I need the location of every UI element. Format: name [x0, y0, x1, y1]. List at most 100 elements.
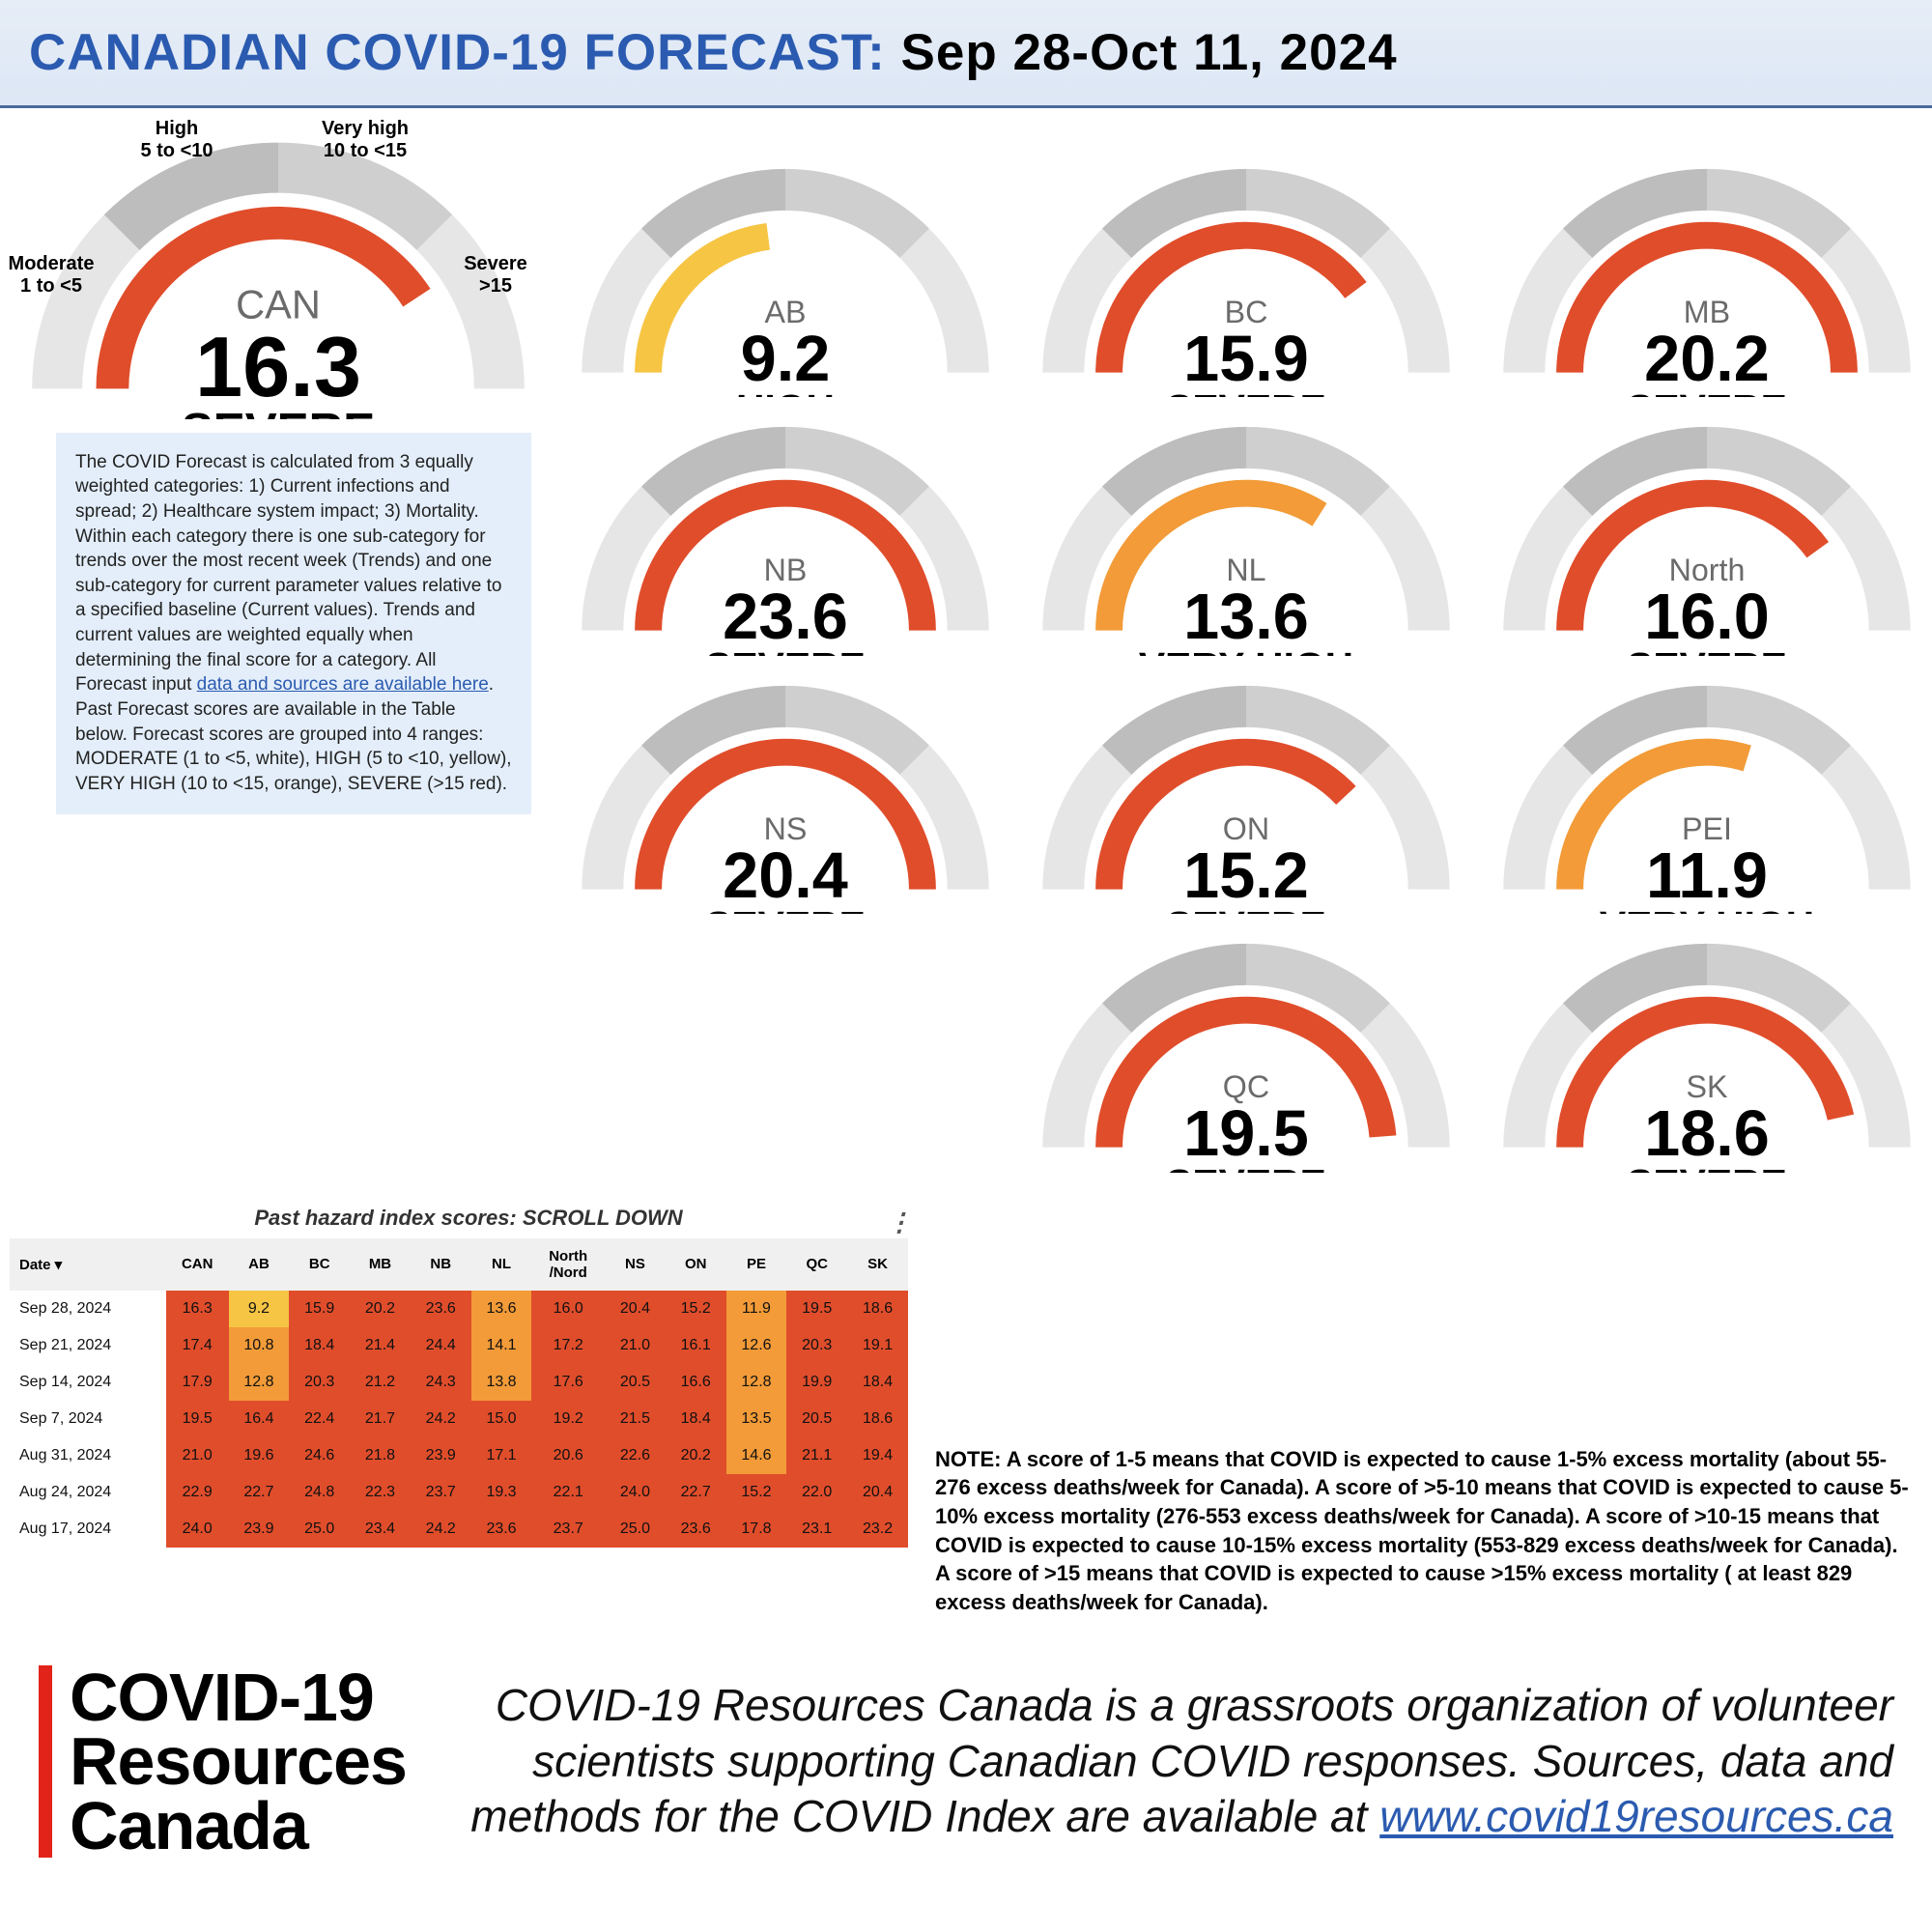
cell-value: 16.1: [666, 1327, 726, 1364]
cell-value: 20.5: [786, 1401, 847, 1437]
table-and-note-row: Past hazard index scores: SCROLL DOWN ⋮ …: [0, 1173, 1932, 1617]
forecast-methodology-box: The COVID Forecast is calculated from 3 …: [56, 433, 531, 814]
table-menu-icon[interactable]: ⋮: [887, 1208, 910, 1237]
cell-value: 15.2: [726, 1474, 787, 1511]
cell-value: 23.7: [531, 1511, 605, 1548]
col-header: SK: [847, 1238, 908, 1291]
cell-value: 13.6: [471, 1291, 532, 1327]
cell-value: 22.7: [666, 1474, 726, 1511]
cell-value: 24.0: [166, 1511, 229, 1548]
svg-text:16.3: 16.3: [195, 319, 361, 414]
svg-text:SEVERE: SEVERE: [1627, 386, 1787, 397]
cell-value: 24.4: [411, 1327, 471, 1364]
cell-value: 17.9: [166, 1364, 229, 1401]
cell-value: 23.6: [666, 1511, 726, 1548]
cell-value: 15.9: [289, 1291, 350, 1327]
cell-value: 23.6: [411, 1291, 471, 1327]
svg-text:SEVERE: SEVERE: [1166, 1161, 1326, 1172]
org-url-link[interactable]: www.covid19resources.ca: [1379, 1791, 1893, 1841]
svg-text:VERY HIGH: VERY HIGH: [1139, 645, 1353, 656]
cell-value: 12.6: [726, 1327, 787, 1364]
table-row: Sep 21, 202417.410.818.421.424.414.117.2…: [10, 1327, 908, 1364]
cell-value: 20.5: [605, 1364, 666, 1401]
cell-value: 23.6: [471, 1511, 532, 1548]
footer: COVID-19 Resources Canada COVID-19 Resou…: [0, 1617, 1932, 1859]
data-sources-link[interactable]: data and sources are available here: [197, 674, 489, 695]
cell-value: 22.3: [350, 1474, 411, 1511]
cell-date: Sep 28, 2024: [10, 1291, 166, 1327]
cell-value: 13.8: [471, 1364, 532, 1401]
cell-value: 25.0: [605, 1511, 666, 1548]
col-header: PE: [726, 1238, 787, 1291]
col-header: AB: [229, 1238, 290, 1291]
table-title-text: Past hazard index scores: SCROLL DOWN: [254, 1206, 682, 1230]
org-description: COVID-19 Resources Canada is a grassroot…: [407, 1678, 1893, 1845]
cell-value: 9.2: [229, 1291, 290, 1327]
gauge-bc: BC15.9SEVERE020: [1029, 156, 1464, 397]
gauge-annotation: Very high10 to <15: [298, 118, 433, 162]
cell-value: 22.9: [166, 1474, 229, 1511]
cell-value: 20.2: [666, 1437, 726, 1474]
cell-value: 21.0: [166, 1437, 229, 1474]
cell-value: 16.3: [166, 1291, 229, 1327]
page-title: CANADIAN COVID-19 FORECAST: Sep 28-Oct 1…: [29, 23, 1903, 82]
cell-date: Sep 7, 2024: [10, 1401, 166, 1437]
cell-value: 24.8: [289, 1474, 350, 1511]
cell-value: 20.2: [350, 1291, 411, 1327]
cell-value: 21.0: [605, 1327, 666, 1364]
cell-value: 14.6: [726, 1437, 787, 1474]
cell-value: 25.0: [289, 1511, 350, 1548]
cell-value: 24.3: [411, 1364, 471, 1401]
cell-value: 20.6: [531, 1437, 605, 1474]
cell-value: 17.1: [471, 1437, 532, 1474]
cell-value: 18.6: [847, 1401, 908, 1437]
info-text-pre: The COVID Forecast is calculated from 3 …: [75, 452, 501, 696]
main-gauge-can: CAN16.3SEVERE020Moderate1 to <5High5 to …: [8, 118, 549, 419]
cell-value: 15.0: [471, 1401, 532, 1437]
col-date[interactable]: Date ▾: [10, 1238, 166, 1291]
svg-text:11.9: 11.9: [1646, 840, 1768, 912]
table-row: Sep 14, 202417.912.820.321.224.313.817.6…: [10, 1364, 908, 1401]
col-header: North/Nord: [531, 1238, 605, 1291]
col-header: NS: [605, 1238, 666, 1291]
cell-value: 17.6: [531, 1364, 605, 1401]
cell-value: 22.1: [531, 1474, 605, 1511]
gauge-nb: NB23.6SEVERE020: [568, 414, 1004, 655]
svg-text:18.6: 18.6: [1644, 1098, 1770, 1170]
gauge-ab: AB9.2HIGH020: [568, 156, 1004, 397]
cell-value: 16.6: [666, 1364, 726, 1401]
gauge-annotation: High5 to <10: [119, 118, 235, 162]
col-header: ON: [666, 1238, 726, 1291]
cell-value: 23.9: [411, 1437, 471, 1474]
cell-value: 21.2: [350, 1364, 411, 1401]
cell-value: 18.4: [289, 1327, 350, 1364]
brand-line-2: Resources: [70, 1729, 407, 1794]
cell-value: 24.0: [605, 1474, 666, 1511]
col-header: MB: [350, 1238, 411, 1291]
cell-date: Aug 24, 2024: [10, 1474, 166, 1511]
score-interpretation-note: NOTE: A score of 1-5 means that COVID is…: [927, 1445, 1932, 1617]
cell-value: 12.8: [726, 1364, 787, 1401]
cell-value: 18.4: [666, 1401, 726, 1437]
gauge-nl: NL13.6VERY HIGH020: [1029, 414, 1464, 655]
cell-value: 12.8: [229, 1364, 290, 1401]
gauge-ns: NS20.4SEVERE020: [568, 673, 1004, 914]
cell-value: 10.8: [229, 1327, 290, 1364]
cell-value: 18.6: [847, 1291, 908, 1327]
cell-value: 15.2: [666, 1291, 726, 1327]
svg-text:SEVERE: SEVERE: [1627, 1161, 1787, 1172]
cell-value: 19.5: [786, 1291, 847, 1327]
cell-value: 19.2: [531, 1401, 605, 1437]
svg-text:SEVERE: SEVERE: [1627, 645, 1787, 656]
cell-value: 19.1: [847, 1327, 908, 1364]
table-row: Aug 24, 202422.922.724.822.323.719.322.1…: [10, 1474, 908, 1511]
header-banner: CANADIAN COVID-19 FORECAST: Sep 28-Oct 1…: [0, 0, 1932, 108]
past-scores-section: Past hazard index scores: SCROLL DOWN ⋮ …: [0, 1173, 927, 1548]
cell-date: Aug 31, 2024: [10, 1437, 166, 1474]
cell-value: 19.3: [471, 1474, 532, 1511]
svg-text:20.4: 20.4: [723, 840, 848, 912]
past-hazard-table: Date ▾CANABBCMBNBNLNorth/NordNSONPEQCSKS…: [10, 1238, 908, 1548]
cell-value: 22.7: [229, 1474, 290, 1511]
cell-value: 24.2: [411, 1511, 471, 1548]
col-header: CAN: [166, 1238, 229, 1291]
